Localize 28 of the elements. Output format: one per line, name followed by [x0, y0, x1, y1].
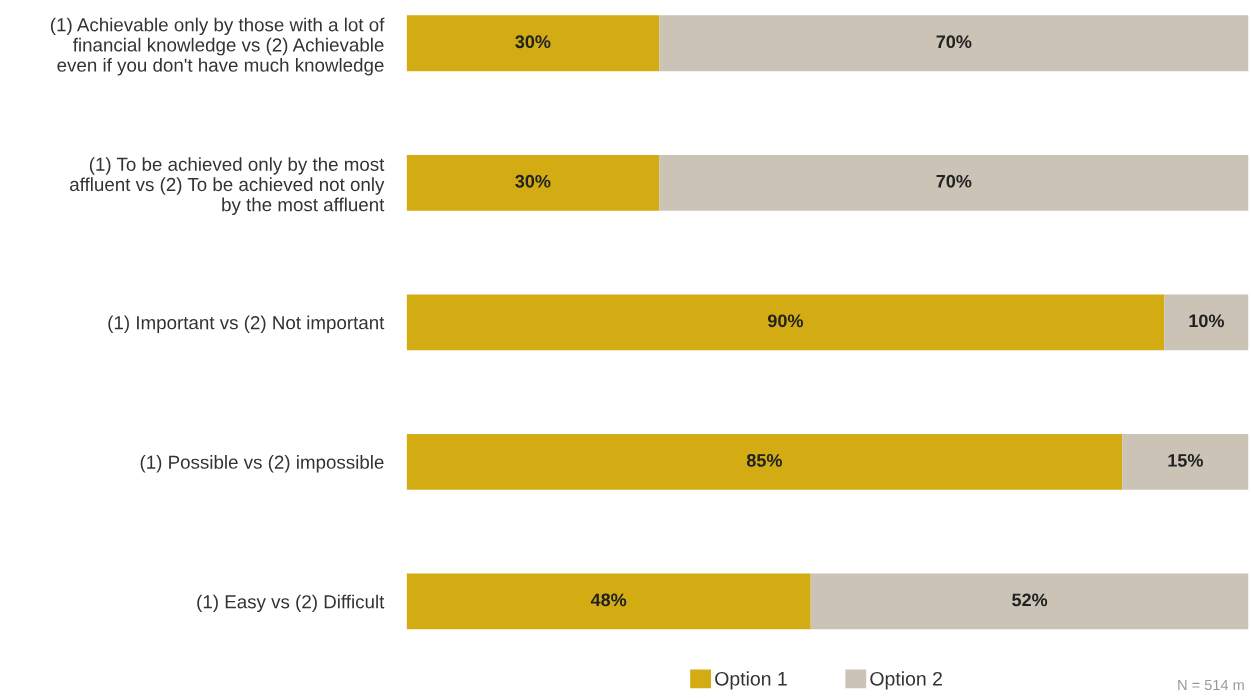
bar — [406, 294, 1165, 351]
data-label: 90% — [768, 314, 804, 328]
legend-label: Option 2 — [870, 671, 942, 690]
bar — [1164, 294, 1249, 351]
data-label: 15% — [1168, 454, 1203, 467]
data-label: 30% — [515, 35, 551, 49]
bar — [406, 433, 1123, 490]
bar — [406, 15, 660, 72]
bar — [659, 154, 1249, 211]
bar — [406, 154, 660, 211]
data-label: 85% — [746, 453, 782, 467]
bar — [810, 573, 1249, 630]
bar — [406, 573, 811, 630]
data-label: 48% — [590, 593, 627, 607]
data-label: 30% — [515, 174, 551, 188]
bar — [659, 15, 1249, 72]
data-label: 70% — [936, 35, 972, 49]
y-tick-label: (1) Easy vs (2) Difficult — [197, 594, 385, 613]
text: N = 514 m — [1178, 679, 1244, 691]
y-tick-label: (1) To be achieved only by the most affluent vs (2) To be achieved not only by the most affluent — [70, 157, 385, 216]
data-label: 10% — [1189, 314, 1224, 328]
y-tick-label: (1) Possible vs (2) impossible — [140, 455, 384, 473]
bar — [1122, 433, 1249, 490]
y-tick-label: (1) Achievable only by those with a lot of financial knowledge vs (2) Achievable even if you don't have much knowledge — [50, 17, 385, 76]
legend-label: Option 1 — [715, 671, 787, 690]
data-label: 70% — [936, 174, 972, 188]
data-label: 52% — [1012, 593, 1048, 607]
y-tick-label: (1) Important vs (2) Not important — [108, 315, 385, 334]
